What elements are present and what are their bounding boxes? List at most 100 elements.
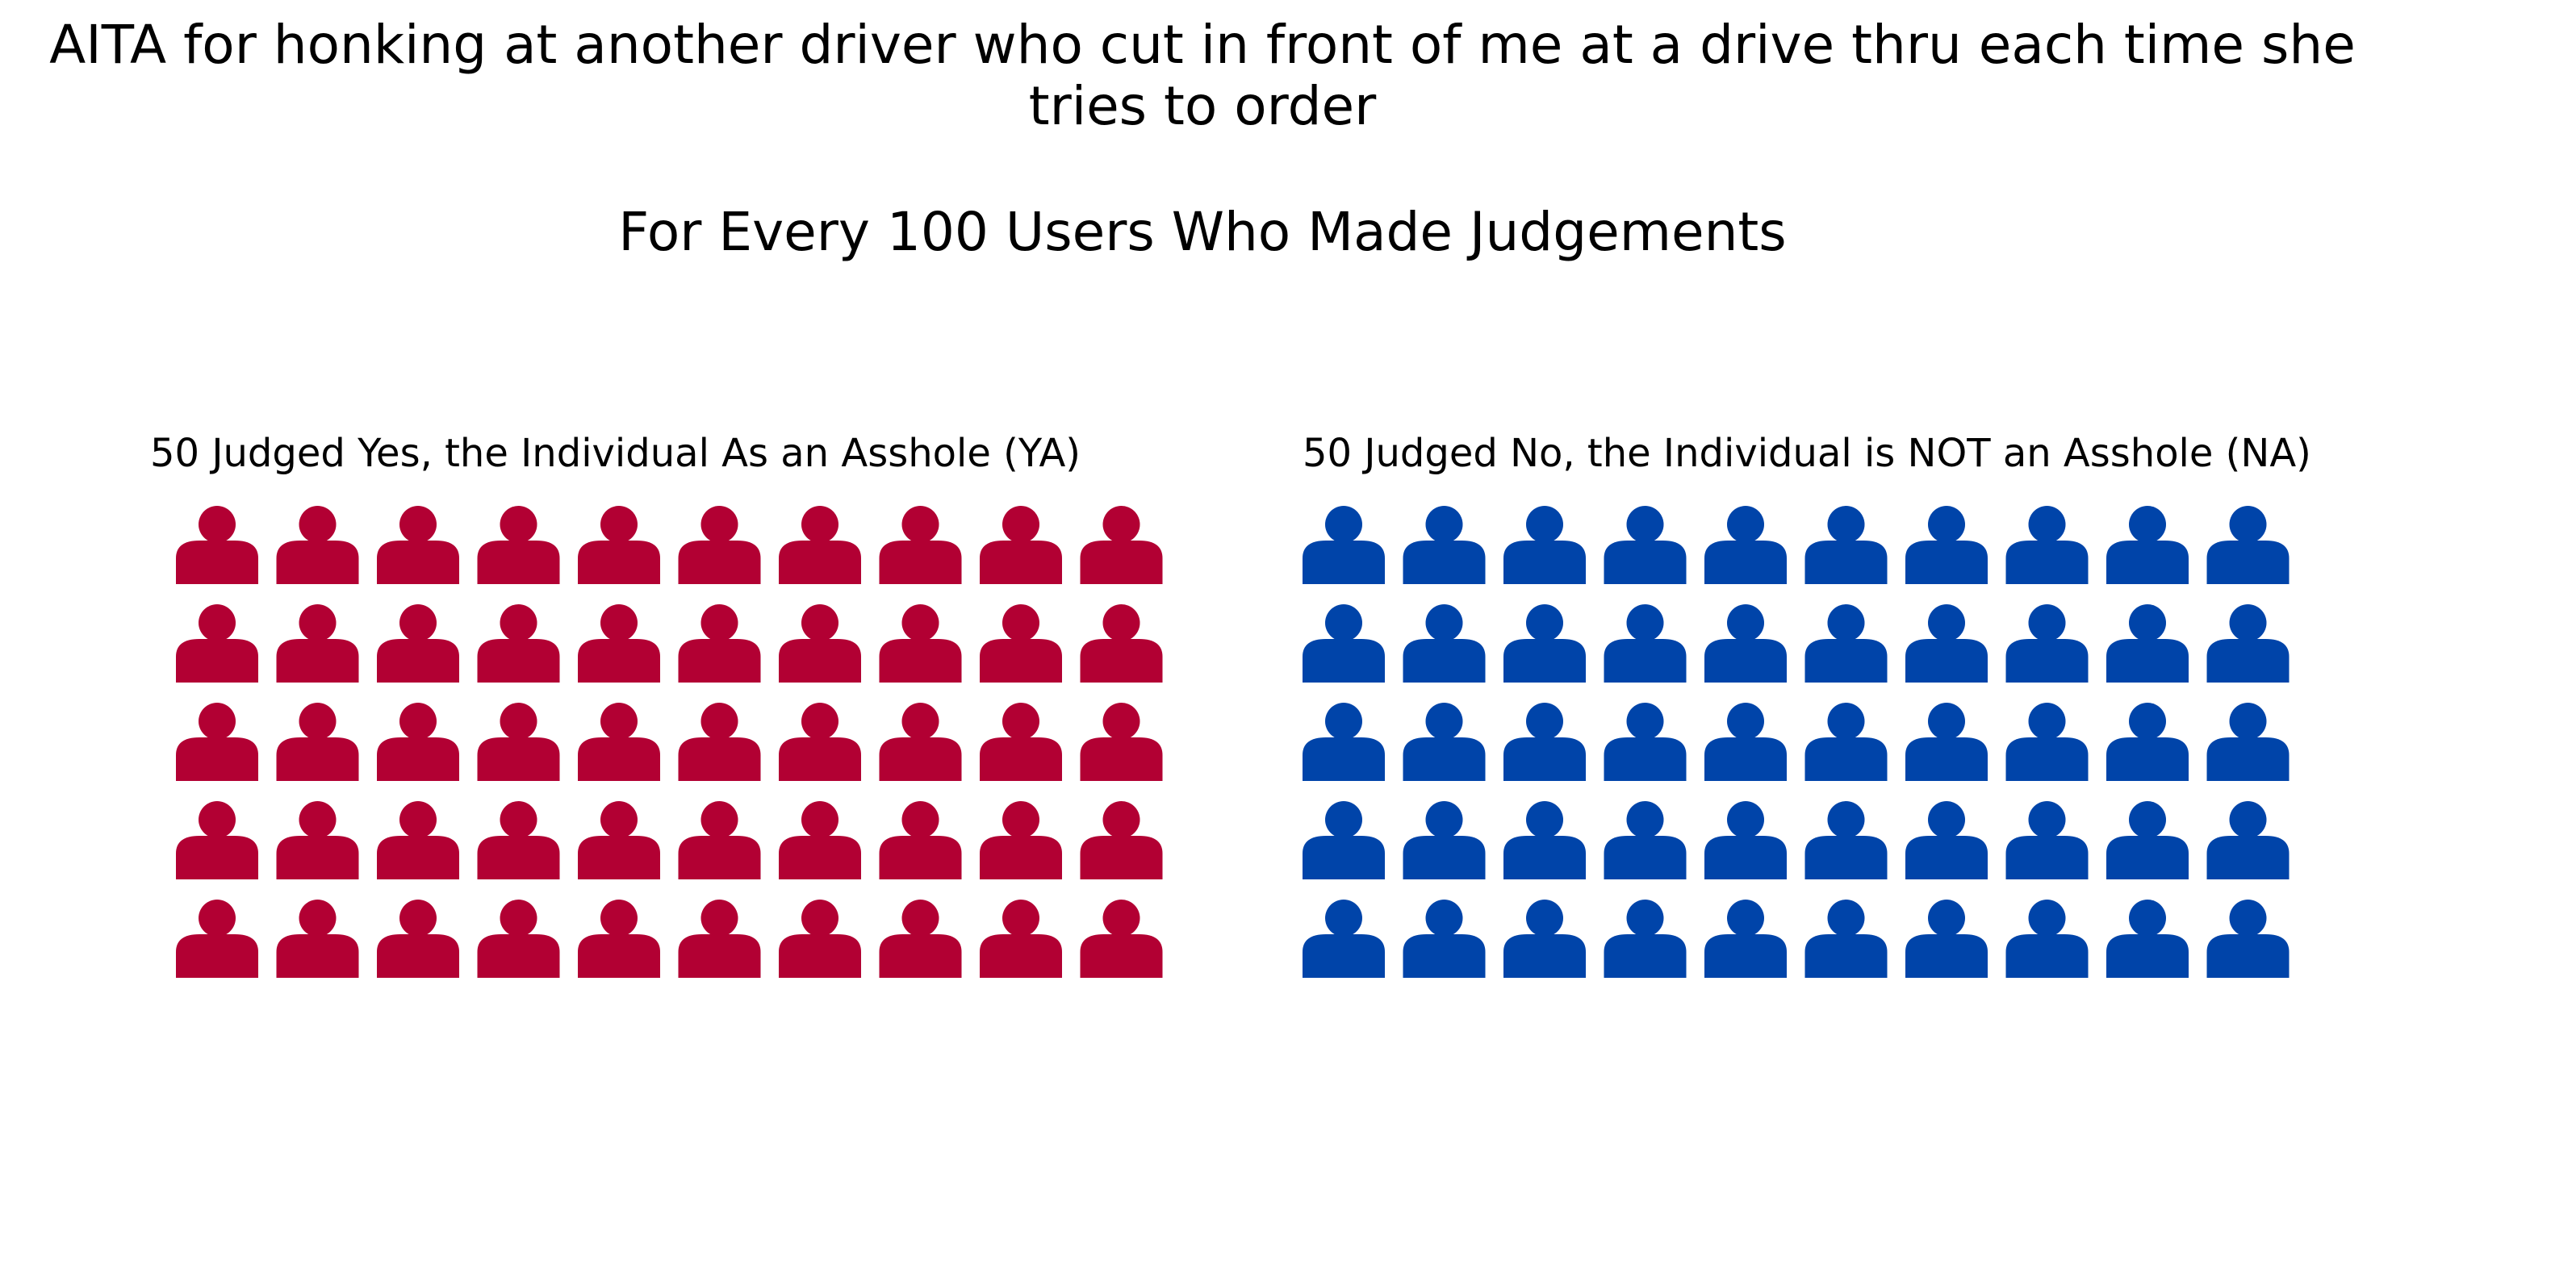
person-icon-na-40 [2206, 801, 2290, 879]
person-icon-ya-3 [377, 506, 459, 584]
person-icon-na-23 [1503, 703, 1586, 781]
person-icon-na-41 [1303, 900, 1385, 978]
person-icon-ya-4 [477, 506, 560, 584]
person-icon-na-47 [1905, 900, 1988, 978]
person-icon-ya-42 [276, 900, 359, 978]
person-icon-na-11 [1303, 604, 1385, 683]
person-icon-ya-5 [578, 506, 660, 584]
person-icon-ya-47 [779, 900, 861, 978]
person-icon-ya-38 [879, 801, 962, 879]
person-icon-ya-2 [276, 506, 359, 584]
person-icon-na-46 [1804, 900, 1888, 978]
person-icon-na-44 [1604, 900, 1687, 978]
person-icon-na-48 [2005, 900, 2089, 978]
person-icon-ya-18 [879, 604, 962, 683]
person-icon-ya-34 [477, 801, 560, 879]
person-icon-na-20 [2206, 604, 2290, 683]
person-icon-ya-28 [879, 703, 962, 781]
person-icon-na-25 [1704, 703, 1787, 781]
person-icon-na-35 [1704, 801, 1787, 879]
person-icon-na-33 [1503, 801, 1586, 879]
person-icon-na-26 [1804, 703, 1888, 781]
person-icon-ya-19 [980, 604, 1062, 683]
person-icon-na-45 [1704, 900, 1787, 978]
person-icon-ya-7 [779, 506, 861, 584]
person-icon-na-28 [2005, 703, 2089, 781]
person-icon-na-27 [1905, 703, 1988, 781]
person-icon-ya-35 [578, 801, 660, 879]
person-icon-ya-14 [477, 604, 560, 683]
person-icon-ya-12 [276, 604, 359, 683]
person-icon-ya-15 [578, 604, 660, 683]
person-icon-na-2 [1403, 506, 1486, 584]
person-icon-na-16 [1804, 604, 1888, 683]
person-icon-na-43 [1503, 900, 1586, 978]
person-icon-na-1 [1303, 506, 1385, 584]
person-icon-ya-33 [377, 801, 459, 879]
person-icon-ya-27 [779, 703, 861, 781]
person-icon-na-8 [2005, 506, 2089, 584]
person-icon-ya-24 [477, 703, 560, 781]
person-icon-na-19 [2106, 604, 2189, 683]
person-icon-ya-32 [276, 801, 359, 879]
person-icon-na-36 [1804, 801, 1888, 879]
person-icon-na-9 [2106, 506, 2189, 584]
person-icon-ya-44 [477, 900, 560, 978]
person-icon-ya-6 [678, 506, 761, 584]
person-icon-ya-16 [678, 604, 761, 683]
person-icon-ya-40 [1080, 801, 1163, 879]
person-icon-ya-29 [980, 703, 1062, 781]
person-icon-ya-46 [678, 900, 761, 978]
person-icon-na-30 [2206, 703, 2290, 781]
person-icon-ya-21 [176, 703, 258, 781]
person-icon-na-32 [1403, 801, 1486, 879]
person-icon-ya-26 [678, 703, 761, 781]
person-icon-ya-30 [1080, 703, 1163, 781]
person-icon-ya-50 [1080, 900, 1163, 978]
person-icon-na-15 [1704, 604, 1787, 683]
person-icon-na-50 [2206, 900, 2290, 978]
person-icon-na-18 [2005, 604, 2089, 683]
person-icon-na-31 [1303, 801, 1385, 879]
person-icon-ya-31 [176, 801, 258, 879]
person-icon-ya-13 [377, 604, 459, 683]
person-icon-na-5 [1704, 506, 1787, 584]
person-icon-ya-37 [779, 801, 861, 879]
person-icon-na-12 [1403, 604, 1486, 683]
person-icon-na-38 [2005, 801, 2089, 879]
person-icon-na-6 [1804, 506, 1888, 584]
person-icon-ya-36 [678, 801, 761, 879]
chart-title: AITA for honking at another driver who c… [49, 14, 2356, 137]
person-icon-ya-10 [1080, 506, 1163, 584]
person-icon-na-17 [1905, 604, 1988, 683]
person-icon-na-14 [1604, 604, 1687, 683]
person-icon-ya-43 [377, 900, 459, 978]
person-icon-ya-45 [578, 900, 660, 978]
person-icon-na-4 [1604, 506, 1687, 584]
person-icon-ya-49 [980, 900, 1062, 978]
person-icon-ya-22 [276, 703, 359, 781]
person-icon-na-37 [1905, 801, 1988, 879]
person-icon-ya-17 [779, 604, 861, 683]
person-icon-ya-20 [1080, 604, 1163, 683]
person-icon-ya-41 [176, 900, 258, 978]
person-icon-ya-48 [879, 900, 962, 978]
person-icon-na-49 [2106, 900, 2189, 978]
person-icon-na-10 [2206, 506, 2290, 584]
person-icon-ya-39 [980, 801, 1062, 879]
person-icon-na-13 [1503, 604, 1586, 683]
person-icon-na-22 [1403, 703, 1486, 781]
person-icon-na-34 [1604, 801, 1687, 879]
person-icon-na-24 [1604, 703, 1687, 781]
person-icon-na-39 [2106, 801, 2189, 879]
person-icon-ya-23 [377, 703, 459, 781]
person-icon-ya-8 [879, 506, 962, 584]
person-icon-na-42 [1403, 900, 1486, 978]
person-icon-ya-9 [980, 506, 1062, 584]
person-icon-na-29 [2106, 703, 2189, 781]
panel-title-ya: 50 Judged Yes, the Individual As an Assh… [150, 431, 1081, 476]
person-icon-na-3 [1503, 506, 1586, 584]
person-icon-na-7 [1905, 506, 1988, 584]
person-icon-na-21 [1303, 703, 1385, 781]
